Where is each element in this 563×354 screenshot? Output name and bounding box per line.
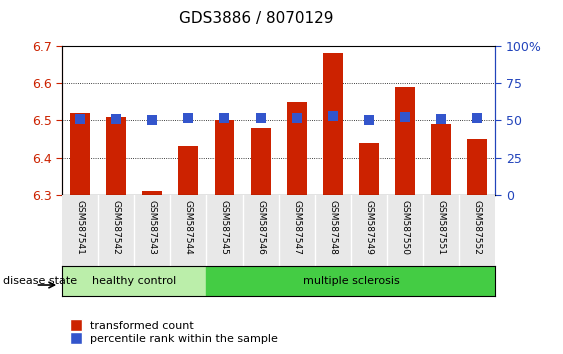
Bar	[359, 143, 379, 195]
Bar	[431, 124, 451, 195]
Text: disease state: disease state	[3, 275, 77, 286]
Text: healthy control: healthy control	[92, 275, 176, 286]
Text: GSM587548: GSM587548	[328, 200, 337, 255]
Bar	[395, 87, 415, 195]
Text: multiple sclerosis: multiple sclerosis	[302, 275, 399, 286]
Text: GSM587541: GSM587541	[75, 200, 84, 255]
Text: GSM587544: GSM587544	[184, 200, 193, 255]
Bar	[70, 113, 90, 195]
Text: GDS3886 / 8070129: GDS3886 / 8070129	[179, 11, 333, 25]
Text: GSM587550: GSM587550	[401, 200, 410, 255]
Text: GSM587545: GSM587545	[220, 200, 229, 255]
Text: GSM587546: GSM587546	[256, 200, 265, 255]
Bar	[251, 128, 271, 195]
Text: GSM587552: GSM587552	[473, 200, 482, 255]
Text: GSM587547: GSM587547	[292, 200, 301, 255]
Bar	[142, 191, 162, 195]
Bar	[178, 146, 198, 195]
Bar	[215, 120, 234, 195]
Text: GSM587542: GSM587542	[111, 200, 120, 255]
Bar	[323, 53, 343, 195]
Legend: transformed count, percentile rank within the sample: transformed count, percentile rank withi…	[68, 316, 282, 348]
Bar	[207, 266, 495, 296]
Text: GSM587543: GSM587543	[148, 200, 157, 255]
Text: GSM587549: GSM587549	[364, 200, 373, 255]
Bar	[62, 266, 207, 296]
Bar	[106, 116, 126, 195]
Bar	[287, 102, 307, 195]
Bar	[467, 139, 488, 195]
Text: GSM587551: GSM587551	[437, 200, 446, 255]
